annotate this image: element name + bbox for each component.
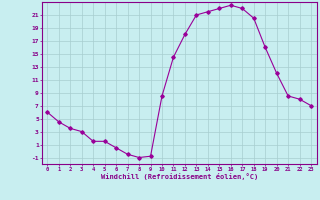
X-axis label: Windchill (Refroidissement éolien,°C): Windchill (Refroidissement éolien,°C) — [100, 173, 258, 180]
